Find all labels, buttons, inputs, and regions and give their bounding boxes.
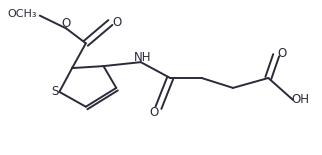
Text: OH: OH: [292, 93, 310, 106]
Text: O: O: [62, 17, 71, 30]
Text: S: S: [51, 85, 58, 98]
Text: OCH₃: OCH₃: [7, 9, 37, 19]
Text: O: O: [149, 106, 158, 119]
Text: NH: NH: [134, 51, 151, 64]
Text: O: O: [113, 16, 122, 29]
Text: O: O: [278, 47, 287, 60]
